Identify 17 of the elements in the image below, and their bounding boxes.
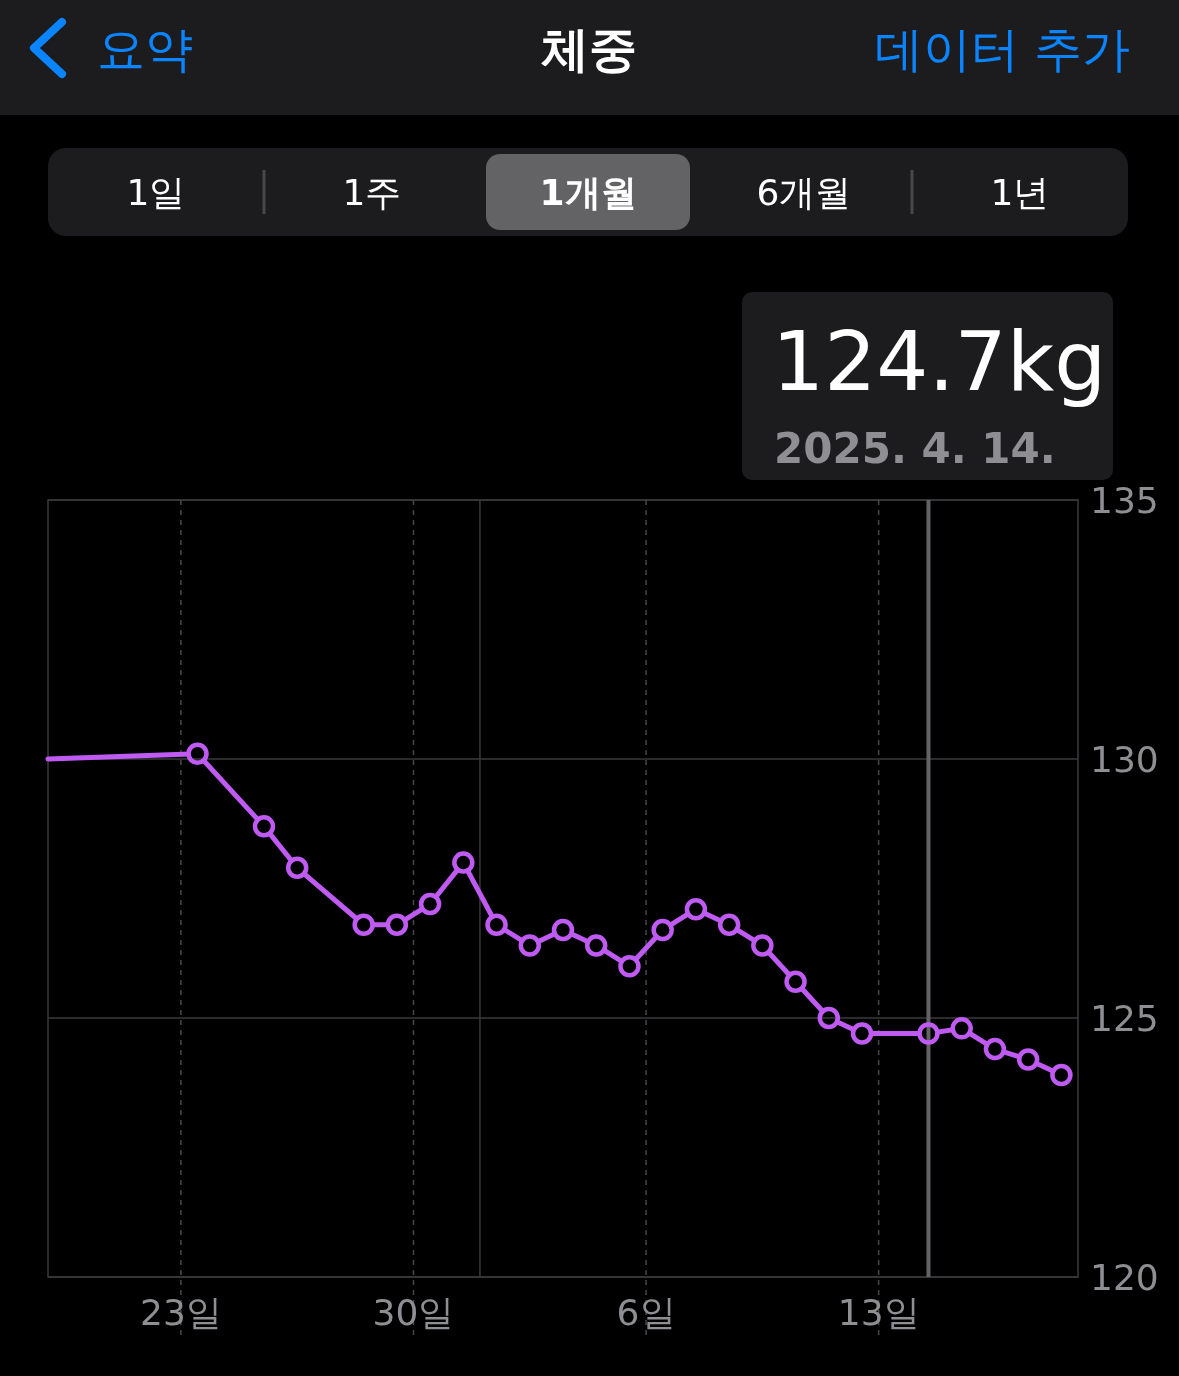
tooltip: 124.7kg 2025. 4. 14. — [742, 292, 1113, 480]
text: 데이터 추가 — [874, 21, 1130, 77]
text: 6개월 — [756, 172, 852, 213]
x-tick-label: 23일 — [140, 1292, 222, 1333]
x-tick-label: 6일 — [616, 1292, 676, 1333]
chart-title: 체중 — [541, 21, 637, 77]
y-tick-label: 125 — [1090, 998, 1159, 1039]
text: 1개월 — [539, 172, 637, 213]
text: 1년 — [990, 172, 1050, 213]
y-tick-label: 130 — [1090, 739, 1159, 780]
x-tick-label: 13일 — [837, 1292, 920, 1333]
y-tick-label: 135 — [1090, 480, 1159, 521]
text: 1일 — [126, 172, 186, 213]
text: 1주 — [342, 172, 402, 213]
back-button: 요약 — [30, 18, 193, 78]
y-tick-label: 120 — [1090, 1257, 1159, 1298]
x-tick-label: 30일 — [372, 1292, 455, 1333]
